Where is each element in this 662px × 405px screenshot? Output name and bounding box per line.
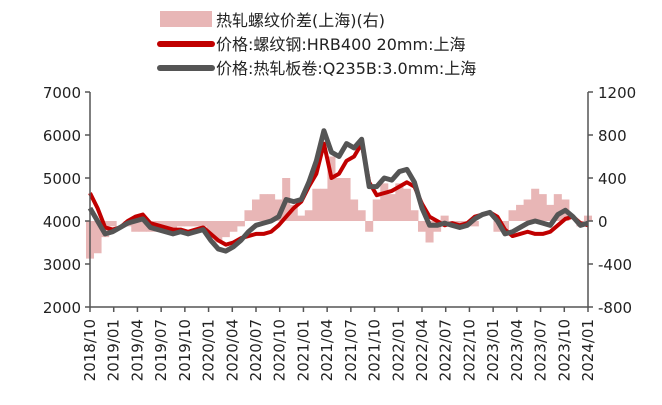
spread-bar (350, 199, 359, 221)
spread-bar (297, 215, 306, 221)
left-tick-label: 7000 (43, 84, 81, 102)
spread-bar (138, 221, 147, 232)
right-tick-label: 400 (598, 170, 627, 188)
spread-bar (425, 221, 434, 243)
spread-bar (538, 194, 547, 221)
legend-item: 价格:热轧板卷:Q235B:3.0mm:上海 (157, 59, 476, 78)
spread-bar (470, 221, 479, 227)
legend-label: 价格:螺纹钢:HRB400 20mm:上海 (216, 35, 465, 54)
x-tick-label: 2023/10 (555, 319, 573, 381)
spread-bar (516, 204, 525, 221)
x-tick-label: 2018/10 (81, 319, 99, 381)
legend-item: 价格:螺纹钢:HRB400 20mm:上海 (157, 35, 465, 54)
spread-bar (221, 221, 230, 238)
spread-bar (410, 210, 419, 221)
spread-bar (176, 221, 185, 227)
left-tick-label: 5000 (43, 170, 81, 188)
spread-bar (251, 199, 261, 221)
spread-bar (244, 210, 253, 221)
x-tick-label: 2020/10 (271, 319, 289, 381)
x-tick-label: 2022/01 (389, 319, 407, 381)
spread-bar (108, 221, 117, 227)
spread-bar (289, 204, 298, 221)
spread-bar (531, 188, 540, 221)
x-tick-label: 2020/04 (223, 319, 241, 381)
spread-bar (319, 188, 328, 221)
right-tick-label: 0 (598, 213, 608, 231)
spread-bar (131, 221, 140, 232)
spread-bar (440, 215, 449, 221)
left-tick-label: 2000 (43, 299, 81, 317)
right-tick-label: 800 (598, 127, 627, 145)
spread-bar (493, 221, 502, 232)
spread-bar (312, 188, 321, 221)
x-tick-label: 2022/07 (437, 319, 455, 381)
spread-bar (334, 178, 344, 221)
left-tick-label: 6000 (43, 127, 81, 145)
spread-bar (214, 221, 223, 243)
spread-bar (523, 199, 532, 221)
right-tick-label: 1200 (598, 84, 636, 102)
line-series (87, 128, 589, 254)
x-tick-label: 2023/07 (532, 319, 550, 381)
spread-bar (508, 210, 517, 221)
x-tick-label: 2021/10 (366, 319, 384, 381)
x-tick-label: 2023/04 (508, 319, 526, 381)
spread-bar (229, 221, 238, 232)
spread-bar (357, 210, 366, 221)
x-tick-label: 2019/04 (128, 319, 146, 381)
x-tick-label: 2022/10 (460, 319, 478, 381)
legend-item: 热轧螺纹价差(上海)(右) (160, 11, 385, 30)
spread-bar (395, 183, 404, 221)
left-axis-ticks: 2000 3000 4000 5000 6000 7000 (43, 84, 90, 317)
spread-bar (236, 221, 245, 227)
x-tick-label: 2021/04 (318, 319, 336, 381)
x-tick-label: 2020/01 (200, 319, 218, 381)
spread-bar (267, 194, 276, 221)
spread-bar (553, 194, 562, 221)
spread-bar (387, 194, 396, 221)
x-tick-label: 2019/01 (105, 319, 123, 381)
left-tick-label: 3000 (43, 256, 81, 274)
spread-bar (365, 221, 374, 232)
spread-bar (168, 221, 178, 232)
spread-bar (93, 221, 102, 254)
spread-bar (206, 221, 215, 238)
spread-bar (342, 178, 351, 221)
legend-swatch (160, 11, 212, 27)
spread-bar (191, 221, 200, 227)
spread-bar (184, 221, 193, 227)
axes (89, 92, 589, 308)
legend-label: 热轧螺纹价差(上海)(右) (216, 11, 385, 30)
legend: 热轧螺纹价差(上海)(右) 价格:螺纹钢:HRB400 20mm:上海价格:热轧板… (157, 11, 476, 78)
spread-bar (327, 156, 336, 221)
right-axis-ticks: -800 -400 0 400 800 1200 (588, 84, 636, 317)
spread-bar (304, 210, 313, 221)
x-tick-label: 2019/07 (152, 319, 170, 381)
spread-bar (372, 199, 381, 221)
spread-bar (380, 183, 389, 221)
x-axis-ticks: 2018/10 2019/01 2019/04 2019/07 2019/10 2020/… (81, 307, 597, 381)
x-tick-label: 2022/04 (413, 319, 431, 381)
spread-bar (199, 221, 208, 227)
spread-bar (259, 194, 268, 221)
spread-bar (546, 204, 555, 221)
x-tick-label: 2020/07 (247, 319, 265, 381)
x-tick-label: 2024/01 (579, 319, 597, 381)
x-tick-label: 2019/10 (176, 319, 194, 381)
left-tick-label: 4000 (43, 213, 81, 231)
spread-bar (274, 199, 283, 221)
hot-rolled-coil-price-line (87, 128, 589, 254)
right-tick-label: -400 (598, 256, 632, 274)
right-tick-label: -800 (598, 299, 632, 317)
x-tick-label: 2021/07 (342, 319, 360, 381)
x-tick-label: 2021/01 (294, 319, 312, 381)
spread-bar (417, 221, 427, 232)
legend-label: 价格:热轧板卷:Q235B:3.0mm:上海 (216, 59, 476, 78)
spread-bar (402, 188, 411, 221)
x-tick-label: 2023/01 (484, 319, 502, 381)
